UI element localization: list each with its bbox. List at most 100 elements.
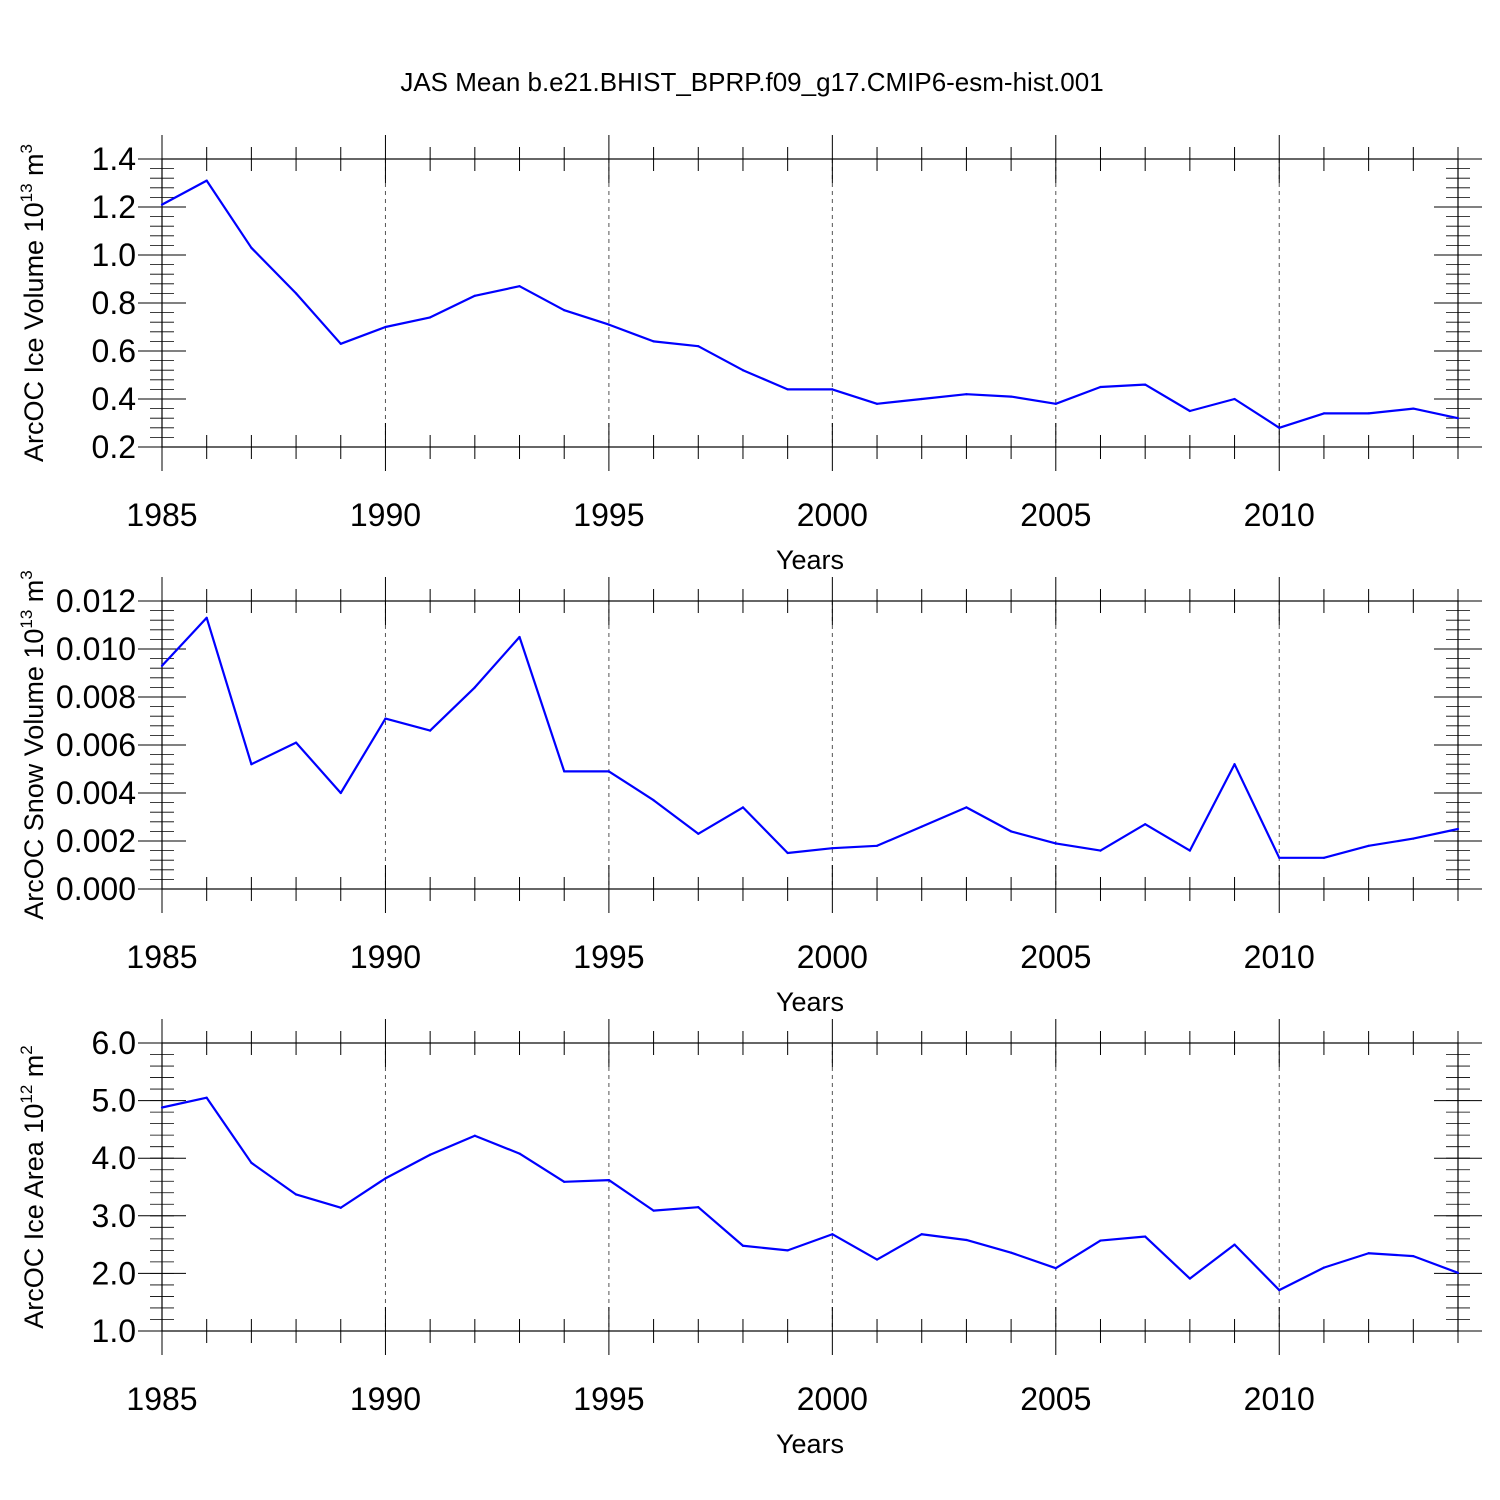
data-point [1099, 849, 1102, 852]
data-point [1054, 402, 1057, 405]
data-point [1144, 1235, 1147, 1238]
y-axis-label: ArcOC Ice Area 1012 m2 [17, 1045, 49, 1329]
series-line [161, 1096, 1459, 1292]
y-tick-label: 2.0 [92, 1255, 136, 1291]
data-point [563, 1180, 566, 1183]
data-point [786, 388, 789, 391]
y-tick-label: 0.010 [56, 631, 136, 667]
figure-title: JAS Mean b.e21.BHIST_BPRP.f09_g17.CMIP6-… [400, 67, 1103, 97]
data-point [1278, 856, 1281, 859]
data-point [1188, 1277, 1191, 1280]
data-point [429, 1153, 432, 1156]
data-point [563, 770, 566, 773]
data-point [1278, 426, 1281, 429]
x-tick-label: 1995 [573, 1381, 644, 1417]
series-line [161, 616, 1459, 859]
data-point [741, 806, 745, 809]
data-point [875, 402, 879, 405]
data-point [1322, 856, 1326, 859]
data-point [875, 1258, 879, 1261]
chart-panel-1: 1985 1990 1995 2000 2005 2010 0.2 0.4 0.6 0.8 1.0 1… [17, 135, 1482, 575]
data-point [965, 1238, 968, 1242]
chart-panel-2: 1985 1990 1995 2000 2005 2010 0.000 0.002 0.004 0… [17, 570, 1482, 1017]
data-point [1233, 397, 1236, 401]
data-point [1456, 827, 1460, 831]
x-tick-label: 1995 [573, 939, 644, 975]
data-point [1412, 407, 1415, 410]
data-point [1322, 1266, 1326, 1269]
data-point [294, 1193, 298, 1196]
data-point [697, 1206, 700, 1209]
x-tick-label: 2010 [1244, 939, 1315, 975]
y-tick-label: 6.0 [92, 1025, 136, 1061]
data-point [1010, 830, 1013, 833]
data-point [294, 741, 298, 744]
data-point [1010, 1251, 1013, 1254]
data-point [1412, 837, 1415, 840]
data-point [339, 791, 342, 795]
data-point [384, 325, 387, 329]
data-point [920, 1233, 923, 1236]
y-tick-label: 0.012 [56, 583, 136, 619]
data-point [473, 294, 476, 297]
data-point [518, 1152, 521, 1155]
y-tick-label: 1.2 [92, 189, 136, 225]
data-point [965, 806, 968, 809]
x-axis-label: Years [776, 1429, 844, 1459]
x-tick-label: 1985 [126, 939, 197, 975]
x-tick-label: 2010 [1244, 1381, 1315, 1417]
y-tick-label: 1.0 [92, 1313, 136, 1349]
plot-frame [161, 1042, 1459, 1332]
data-point [205, 1096, 208, 1099]
data-point [205, 179, 208, 182]
chart-panel-3: 1985 1990 1995 2000 2005 2010 1.0 2.0 3.0 4.0 5.0 6… [17, 1019, 1482, 1459]
data-point [607, 770, 610, 773]
data-point [205, 616, 208, 619]
x-tick-label: 2000 [797, 1381, 868, 1417]
data-point [518, 635, 521, 639]
data-point [1412, 1255, 1415, 1258]
y-axis-label: ArcOC Snow Volume 1013 m3 [17, 570, 49, 920]
data-point [1188, 409, 1191, 413]
y-tick-label: 0.002 [56, 823, 136, 859]
y-tick-label: 0.008 [56, 679, 136, 715]
data-point [473, 686, 476, 689]
x-tick-label: 1990 [350, 497, 421, 533]
x-tick-label: 2005 [1020, 939, 1091, 975]
data-point [697, 832, 700, 835]
data-point [160, 1106, 164, 1109]
x-tick-label: 1990 [350, 939, 421, 975]
data-point [250, 763, 253, 766]
y-tick-label: 0.006 [56, 727, 136, 763]
data-point [160, 203, 164, 206]
data-point [741, 1244, 745, 1247]
data-point [339, 342, 342, 345]
x-tick-label: 1985 [126, 497, 197, 533]
data-point [607, 1178, 610, 1182]
data-point [652, 340, 655, 343]
x-tick-label: 2010 [1244, 497, 1315, 533]
y-tick-label: 3.0 [92, 1198, 136, 1234]
data-point [1099, 1239, 1102, 1242]
x-tick-label: 2005 [1020, 1381, 1091, 1417]
y-tick-label: 0.000 [56, 871, 136, 907]
data-point [1099, 385, 1102, 389]
x-axis-label: Years [776, 987, 844, 1017]
data-point [920, 397, 923, 401]
data-point [875, 844, 879, 847]
data-point [339, 1206, 342, 1209]
y-tick-label: 5.0 [92, 1083, 136, 1119]
data-point [1144, 823, 1147, 826]
data-point [1278, 1289, 1281, 1292]
data-point [1456, 417, 1460, 420]
x-tick-label: 1995 [573, 497, 644, 533]
plot-frame [161, 158, 1459, 448]
data-point [518, 285, 521, 288]
data-point [384, 1177, 387, 1180]
data-point [1367, 844, 1370, 847]
data-point [563, 309, 566, 312]
data-point [473, 1134, 476, 1137]
data-point [429, 316, 432, 319]
x-tick-label: 2000 [797, 939, 868, 975]
data-point [697, 345, 700, 348]
